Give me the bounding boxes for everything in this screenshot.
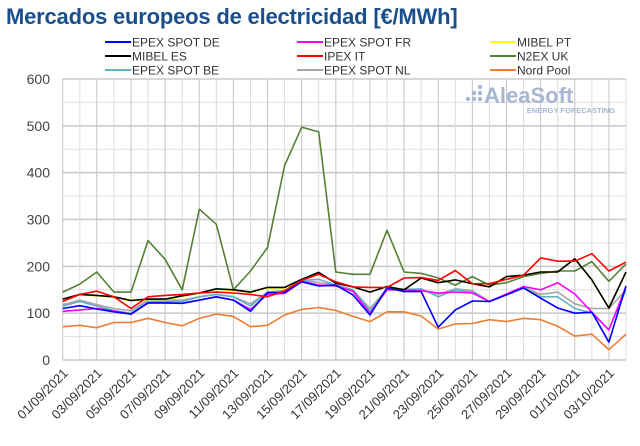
series-line-ipex-it <box>62 252 627 310</box>
y-tick-label: 0 <box>42 352 50 368</box>
legend-label: N2EX UK <box>517 50 568 64</box>
legend-label: EPEX SPOT NL <box>324 64 411 78</box>
series-line-epex-spot-fr <box>62 280 627 331</box>
chart-title: Mercados europeos de electricidad [€/MWh… <box>6 4 458 29</box>
legend-label: MIBEL ES <box>132 50 187 64</box>
legend-label: EPEX SPOT BE <box>132 64 219 78</box>
y-tick-label: 200 <box>27 258 51 274</box>
y-tick-label: 100 <box>27 305 51 321</box>
svg-text:AleaSoft: AleaSoft <box>484 83 574 108</box>
legend-label: IPEX IT <box>324 50 366 64</box>
legend-label: EPEX SPOT FR <box>324 36 411 50</box>
series-line-epex-spot-de <box>62 280 627 344</box>
series-line-nord-pool <box>62 306 627 351</box>
y-tick-label: 300 <box>27 212 51 228</box>
series-line-n2ex-uk <box>62 126 627 293</box>
y-tick-label: 600 <box>27 71 51 87</box>
legend-label: EPEX SPOT DE <box>132 36 220 50</box>
legend-label: Nord Pool <box>517 64 570 78</box>
svg-text:ENERGY FORECASTING: ENERGY FORECASTING <box>527 106 615 115</box>
y-tick-label: 400 <box>27 165 51 181</box>
legend-label: MIBEL PT <box>517 36 572 50</box>
y-tick-label: 500 <box>27 118 51 134</box>
series-line-epex-spot-be <box>62 278 627 331</box>
